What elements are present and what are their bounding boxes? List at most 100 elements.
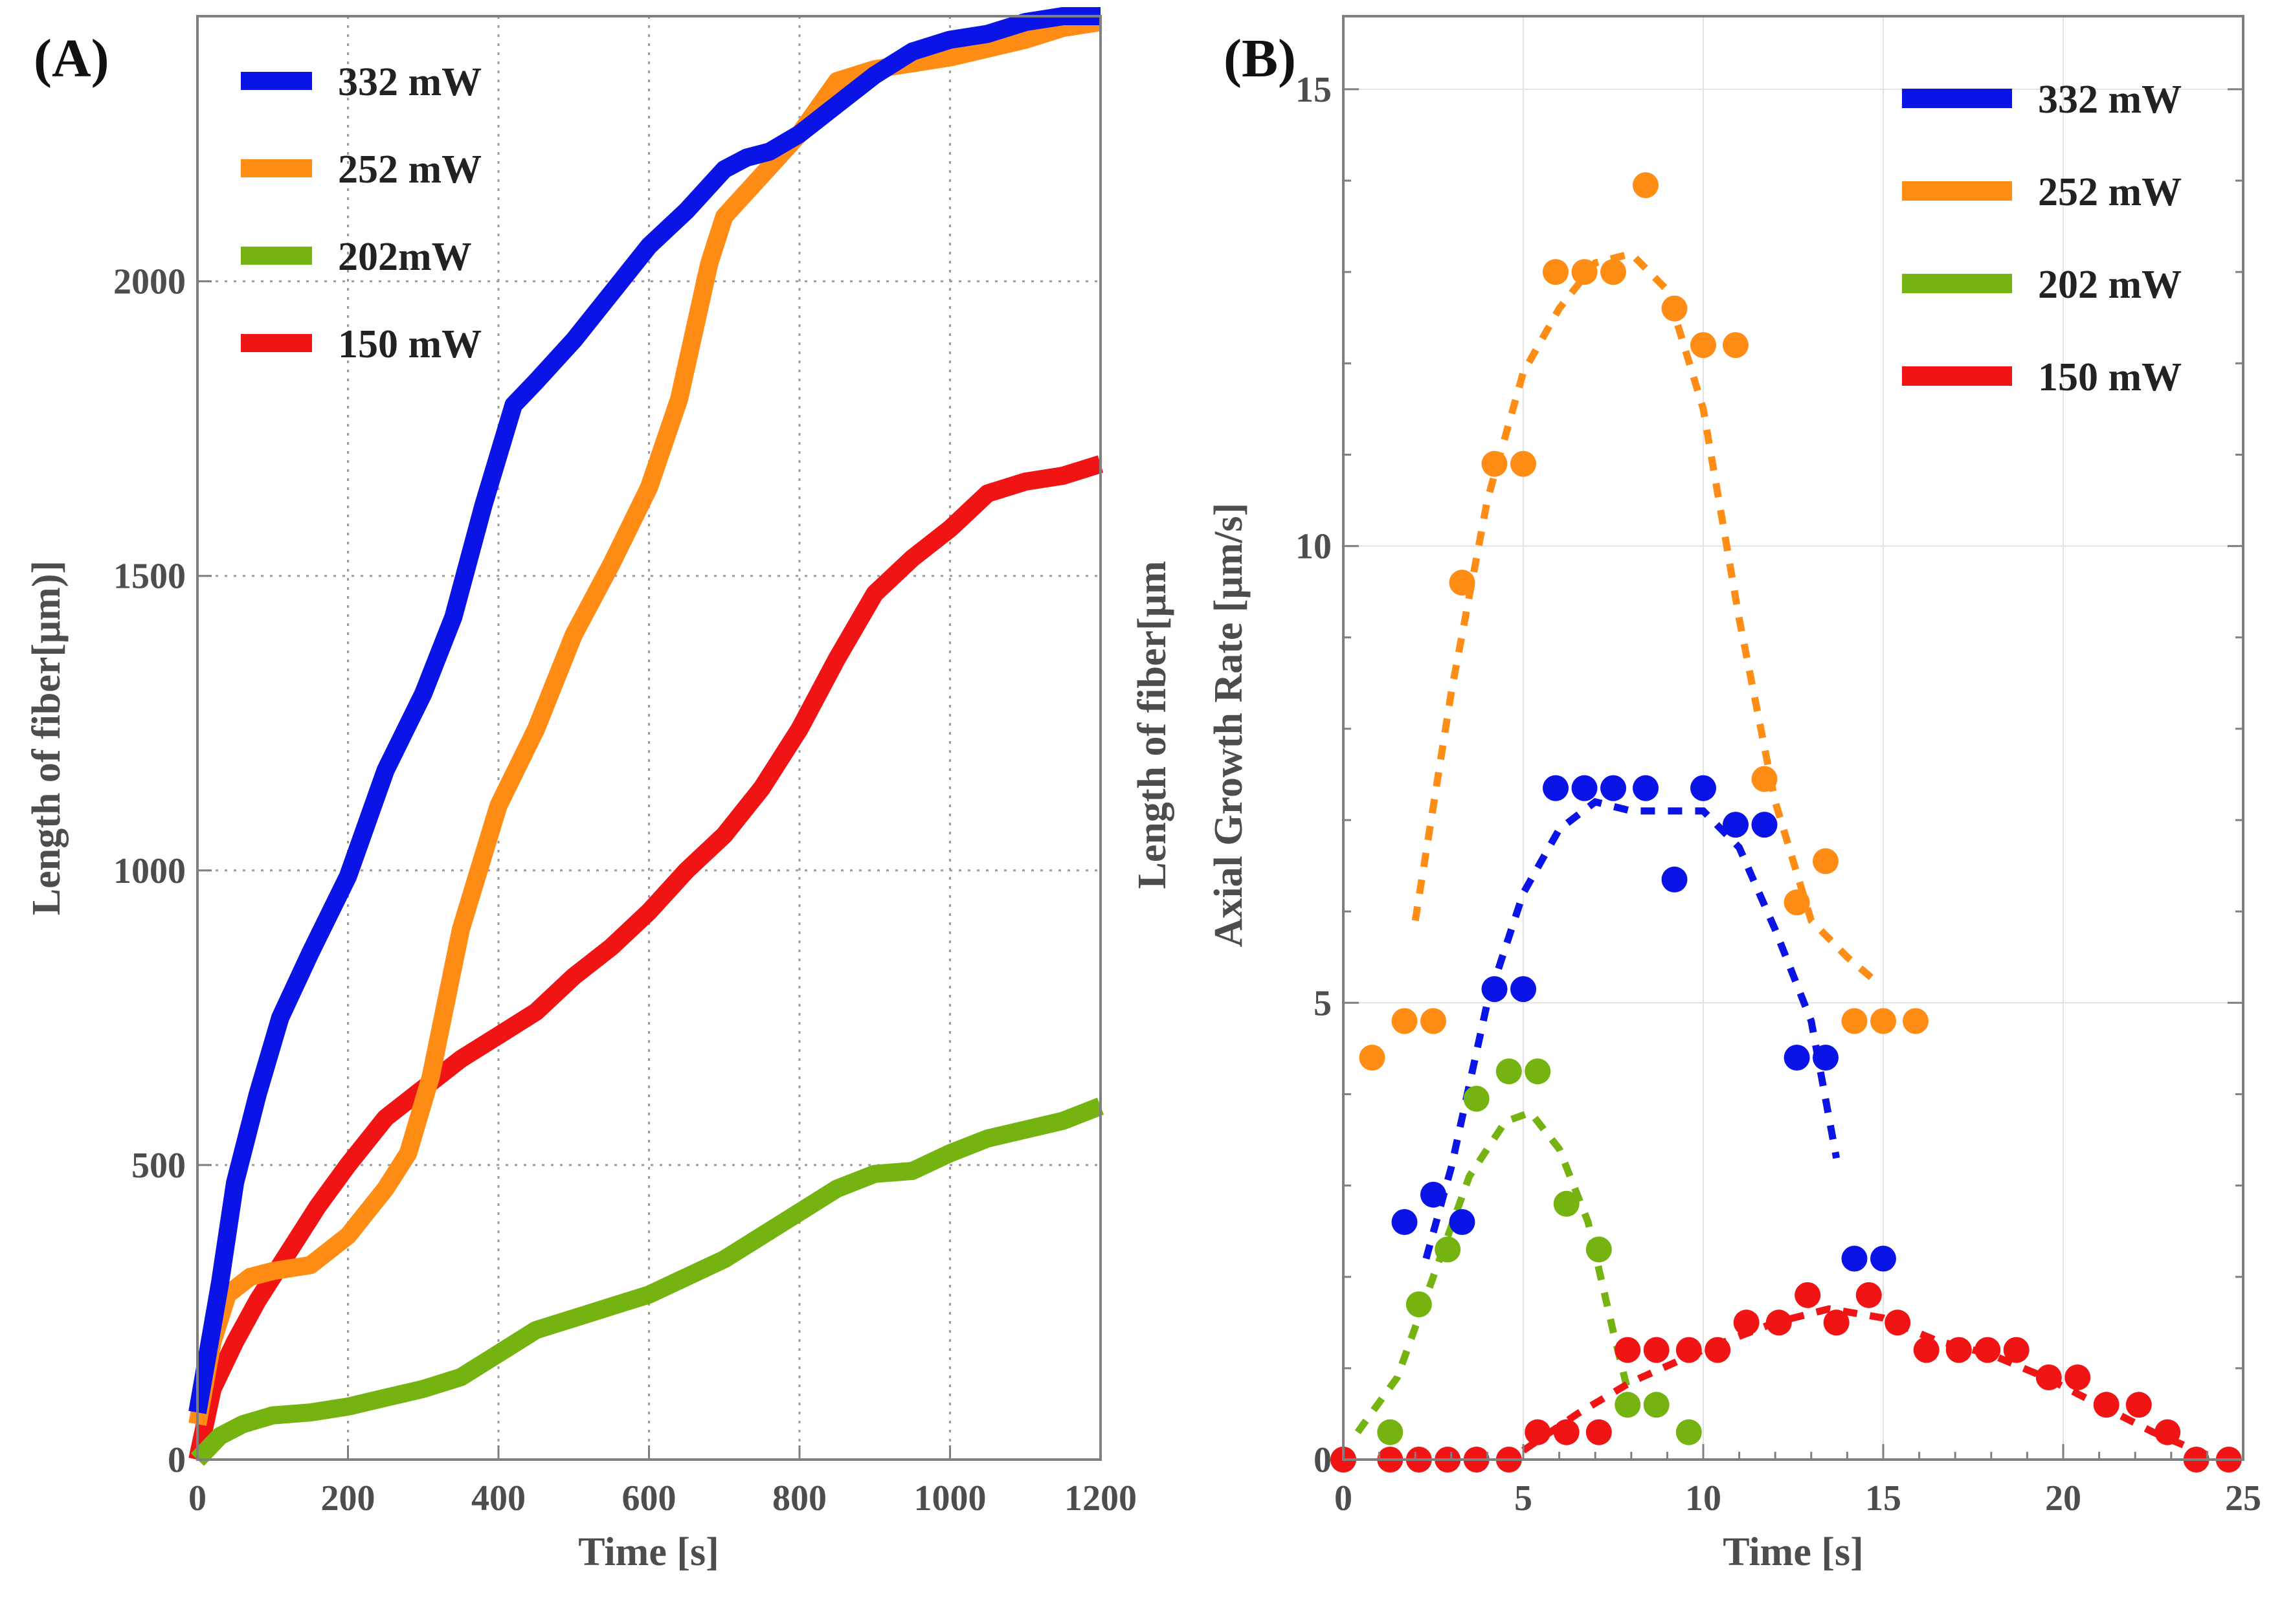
panel-a-lines (188, 7, 1104, 1466)
data-point-150-mw (2125, 1392, 2152, 1418)
panel-a-y-tick-label: 500 (131, 1146, 186, 1186)
legend-label: 332 mW (2038, 78, 2182, 122)
legend-label: 252 mW (338, 148, 482, 192)
data-point-150-mw (1765, 1309, 1792, 1336)
data-point-252-mw (1420, 1008, 1446, 1034)
data-point-332-mw (1870, 1245, 1896, 1272)
panel-a-x-tick-label: 200 (321, 1478, 375, 1518)
panel-a-y-tick-label: 2000 (113, 262, 186, 302)
data-point-150-mw (1945, 1337, 1972, 1363)
data-point-252-mw (1571, 259, 1598, 285)
data-point-150-mw (1855, 1282, 1882, 1308)
series-line-332-mw (188, 7, 1101, 1414)
panel-a-x-tick-label: 0 (188, 1478, 207, 1518)
fit-line-332-mw (1422, 797, 1840, 1260)
data-point-252-mw (1870, 1008, 1896, 1034)
panel-a-x-tick-label: 600 (622, 1478, 677, 1518)
data-point-332-mw (1543, 775, 1569, 801)
data-point-332-mw (1841, 1245, 1868, 1272)
data-point-150-mw (2064, 1364, 2091, 1390)
data-point-150-mw (1795, 1282, 1821, 1308)
panel-a-label: (A) (34, 28, 109, 89)
data-point-202-mw (1675, 1419, 1702, 1445)
data-point-202-mw (1643, 1392, 1670, 1418)
panel-a: 0 200 400 600 800 1000 1200 0 500 1000 1500 2000 (A… (25, 7, 1137, 1574)
legend-label: 202 mW (2038, 263, 2182, 307)
data-point-150-mw (1885, 1309, 1911, 1336)
data-point-252-mw (1661, 295, 1688, 322)
panel-a-y-label: Length of fiber[μm)] (25, 561, 69, 915)
fit-line-252-mw (1411, 249, 1882, 988)
data-point-252-mw (1481, 450, 1508, 477)
panel-b-y-tick-label: 15 (1295, 70, 1332, 110)
data-point-252-mw (1784, 889, 1810, 916)
panel-a-legend: 332 mW 252 mW 202mW 150 mW (241, 60, 482, 366)
panel-b-grid (1343, 16, 2243, 1460)
panel-a-x-tick-label: 800 (772, 1478, 827, 1518)
fit-line-202-mw (1354, 1108, 1635, 1434)
data-point-332-mw (1571, 775, 1598, 801)
data-point-202-mw (1435, 1236, 1461, 1263)
legend-label: 252 mW (2038, 170, 2182, 214)
data-point-202-mw (1495, 1058, 1522, 1085)
panel-b-y-tick-label: 5 (1314, 983, 1332, 1023)
panel-b-x-tick-label: 25 (2225, 1478, 2261, 1518)
data-point-332-mw (1510, 976, 1536, 1003)
panel-b-fits (1354, 249, 2209, 1458)
data-point-252-mw (1449, 570, 1475, 596)
data-point-150-mw (1705, 1337, 1731, 1363)
data-point-332-mw (1723, 812, 1749, 838)
data-point-332-mw (1391, 1209, 1418, 1235)
panel-a-y-tick-label: 1500 (113, 557, 186, 597)
data-point-150-mw (1733, 1309, 1760, 1336)
legend-label: 202mW (338, 235, 472, 279)
data-point-150-mw (2093, 1392, 2120, 1418)
data-point-332-mw (1449, 1209, 1475, 1235)
data-point-332-mw (1751, 812, 1778, 838)
panel-b: 0 5 10 15 20 25 0 5 10 15 (B) Time [s] Length of … (1130, 15, 2261, 1574)
panel-a-y-tick-label: 0 (168, 1440, 186, 1480)
panel-b-y-tick-label: 10 (1295, 527, 1332, 567)
panel-b-label: (B) (1224, 28, 1296, 89)
data-point-252-mw (1841, 1008, 1868, 1034)
data-point-252-mw (1391, 1008, 1418, 1034)
panel-a-x-tick-label: 400 (471, 1478, 526, 1518)
data-point-202-mw (1585, 1236, 1612, 1263)
data-point-202-mw (1463, 1085, 1490, 1112)
panel-b-x-tick-label: 15 (1865, 1478, 1901, 1518)
panel-a-ticks: 0 200 400 600 800 1000 1200 0 500 1000 1500 2000 (113, 262, 1137, 1518)
panel-a-x-label: Time [s] (578, 1530, 719, 1574)
data-point-252-mw (1690, 332, 1716, 359)
data-point-332-mw (1661, 866, 1688, 893)
data-point-252-mw (1723, 332, 1749, 359)
panel-b-y-label-1: Length of fiber[μm (1130, 561, 1174, 889)
panel-b-x-tick-label: 20 (2045, 1478, 2081, 1518)
data-point-150-mw (1913, 1337, 1940, 1363)
series-line-202mw (190, 1097, 1104, 1466)
data-point-332-mw (1420, 1181, 1446, 1208)
panel-b-y-label-2: Axial Growth Rate [μm/s] (1207, 503, 1251, 948)
data-point-202-mw (1553, 1190, 1580, 1217)
legend-label: 150 mW (338, 322, 482, 366)
data-point-150-mw (1823, 1309, 1850, 1336)
panel-a-x-tick-label: 1000 (914, 1478, 987, 1518)
data-point-332-mw (1633, 775, 1659, 801)
panel-b-x-tick-label: 10 (1685, 1478, 1721, 1518)
panel-b-x-tick-label: 0 (1334, 1478, 1352, 1518)
data-point-150-mw (1615, 1337, 1641, 1363)
data-point-332-mw (1600, 775, 1626, 801)
data-point-252-mw (1543, 259, 1569, 285)
data-point-332-mw (1813, 1045, 1839, 1071)
panel-a-x-tick-label: 1200 (1064, 1478, 1137, 1518)
data-point-332-mw (1690, 775, 1716, 801)
legend-label: 150 mW (2038, 355, 2182, 399)
panel-b-legend: 332 mW 252 mW 202 mW 150 mW (1902, 78, 2182, 399)
data-point-150-mw (1585, 1419, 1612, 1445)
data-point-150-mw (2003, 1337, 2030, 1363)
data-point-150-mw (2154, 1419, 2181, 1445)
panel-b-points (1330, 172, 2242, 1473)
data-point-202-mw (1377, 1419, 1404, 1445)
panel-b-x-tick-label: 5 (1514, 1478, 1532, 1518)
panel-b-x-label: Time [s] (1723, 1530, 1864, 1574)
